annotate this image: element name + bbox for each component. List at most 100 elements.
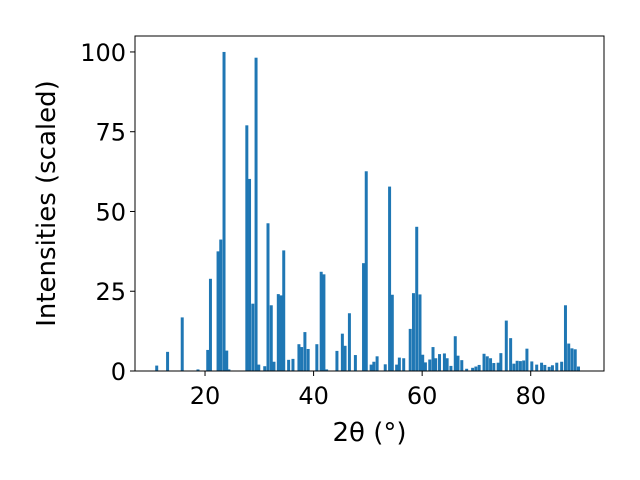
x-tick-label: 20 [190, 382, 221, 410]
bar [402, 358, 406, 371]
plot-frame [134, 35, 605, 372]
bar [474, 366, 478, 371]
bar [303, 332, 307, 371]
bar [282, 250, 286, 371]
bar [353, 355, 357, 371]
bar [340, 333, 344, 371]
y-tick-label: 100 [80, 39, 126, 67]
bar [395, 364, 399, 371]
bar [343, 345, 347, 371]
bar [335, 350, 339, 371]
bar [477, 364, 481, 371]
bar [276, 294, 280, 371]
bar [287, 359, 291, 371]
bar [388, 186, 392, 371]
bar [300, 347, 304, 371]
bar [418, 294, 422, 371]
bar [219, 239, 223, 371]
bar [567, 343, 571, 371]
bar [563, 305, 567, 371]
bar [465, 368, 469, 371]
bar [489, 358, 493, 371]
bar [442, 353, 446, 371]
bar [496, 362, 500, 371]
bar [482, 353, 486, 371]
bar [297, 344, 301, 371]
y-tick-label: 75 [95, 119, 126, 147]
x-tick-label: 80 [515, 382, 546, 410]
bar [196, 369, 200, 371]
bar [573, 349, 577, 371]
bar [434, 358, 438, 371]
x-tick-label: 40 [298, 382, 329, 410]
bar [550, 365, 554, 371]
bar [438, 354, 442, 371]
bar [515, 360, 519, 371]
bar [535, 364, 539, 371]
bar [485, 356, 489, 371]
bar [362, 263, 366, 371]
bar [166, 351, 170, 371]
bar [372, 361, 376, 371]
bar [471, 367, 475, 371]
bar [180, 317, 184, 371]
bar [570, 348, 574, 371]
bar [445, 358, 449, 371]
bar [530, 361, 534, 371]
bar [449, 365, 453, 371]
bar [245, 125, 249, 371]
bar [411, 293, 415, 371]
bar [319, 271, 323, 371]
bar [369, 364, 373, 371]
bar [257, 364, 261, 371]
bar [225, 350, 229, 371]
y-axis-label: Intensities (scaled) [32, 80, 62, 327]
bar [206, 349, 210, 371]
bar [421, 354, 425, 371]
bar [227, 369, 231, 371]
x-tick-label: 60 [407, 382, 438, 410]
bar [291, 358, 295, 371]
bar [248, 178, 252, 371]
bars-group [155, 51, 580, 371]
bar [322, 274, 326, 371]
bar [364, 171, 368, 371]
bar [390, 294, 394, 371]
bar [306, 348, 310, 371]
bar [509, 338, 513, 371]
bar [347, 313, 351, 371]
bar [518, 361, 522, 371]
bar [560, 361, 564, 371]
bar [492, 363, 496, 371]
bar [397, 357, 401, 371]
bar [522, 360, 526, 371]
bar [540, 362, 544, 371]
bar [269, 305, 273, 371]
bar [576, 366, 580, 371]
bar [375, 356, 379, 371]
x-axis-ticks: 20 40 60 80 [190, 371, 546, 410]
bar [408, 328, 412, 371]
bar [222, 51, 226, 371]
bar [325, 369, 329, 371]
y-tick-label: 0 [111, 358, 126, 386]
bar [453, 336, 457, 371]
bar [272, 361, 276, 371]
bar [263, 366, 267, 371]
bar [504, 320, 508, 371]
bar [415, 226, 419, 371]
bar [315, 344, 319, 371]
bar [428, 359, 432, 371]
bar [431, 347, 435, 371]
bar [525, 348, 529, 371]
y-tick-label: 25 [95, 278, 126, 306]
bar [254, 57, 258, 371]
bar [456, 355, 460, 371]
bar [216, 251, 220, 371]
bar [555, 362, 559, 371]
x-axis-label: 2θ (°) [332, 418, 406, 448]
bar [266, 223, 270, 371]
bar [499, 353, 503, 371]
bar [251, 303, 255, 371]
